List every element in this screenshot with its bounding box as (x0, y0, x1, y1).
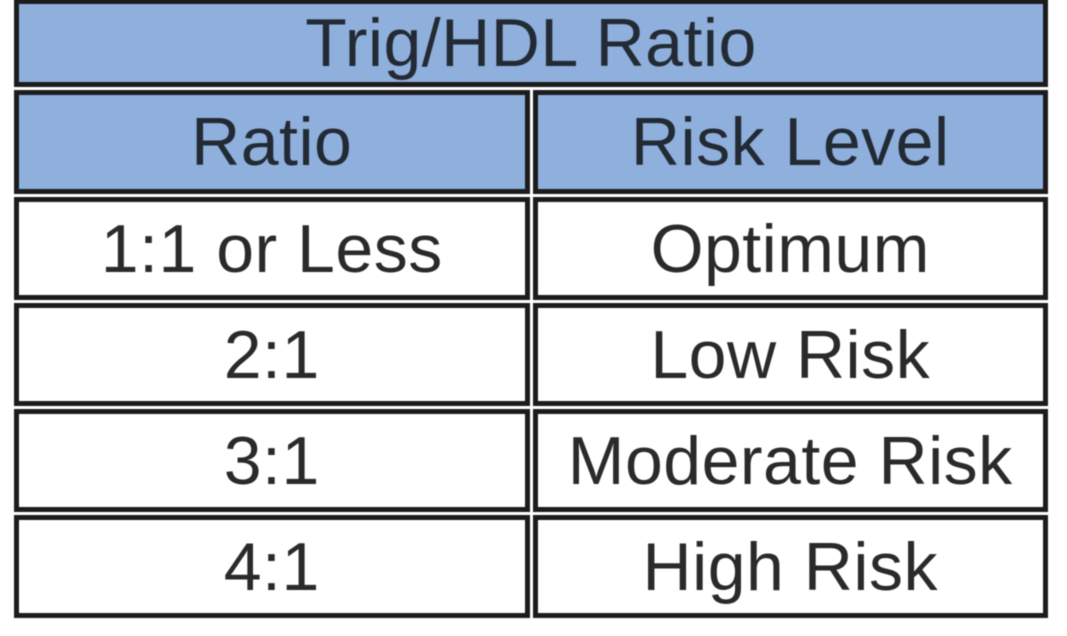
table-row: 2:1 Low Risk (14, 303, 1048, 406)
table-row: 1:1 or Less Optimum (14, 197, 1048, 300)
ratio-cell: 3:1 (14, 409, 530, 512)
table-row: 4:1 High Risk (14, 515, 1048, 618)
ratio-cell: 4:1 (14, 515, 530, 618)
table-row: 3:1 Moderate Risk (14, 409, 1048, 512)
risk-level-cell: Optimum (532, 197, 1048, 300)
risk-level-cell: Moderate Risk (532, 409, 1048, 512)
column-header-risk-level: Risk Level (532, 90, 1048, 194)
table-title: Trig/HDL Ratio (14, 0, 1048, 87)
table-title-row: Trig/HDL Ratio (14, 0, 1048, 87)
ratio-cell: 2:1 (14, 303, 530, 406)
risk-level-cell: High Risk (532, 515, 1048, 618)
table-header-row: Ratio Risk Level (14, 90, 1048, 194)
trig-hdl-ratio-table: Trig/HDL Ratio Ratio Risk Level 1:1 or L… (11, 0, 1051, 621)
ratio-cell: 1:1 or Less (14, 197, 530, 300)
risk-level-cell: Low Risk (532, 303, 1048, 406)
column-header-ratio: Ratio (14, 90, 530, 194)
